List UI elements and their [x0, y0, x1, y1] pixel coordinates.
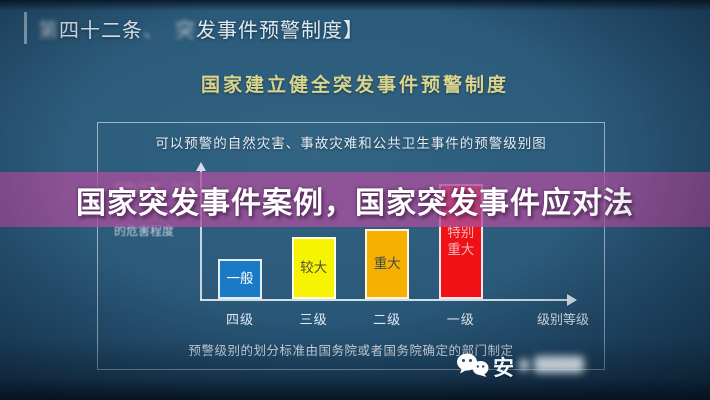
watermark: 安 — [456, 352, 514, 382]
wechat-icon — [456, 353, 490, 382]
bar-四级: 一般 — [218, 259, 262, 299]
blurred-watermark-blob — [519, 359, 529, 371]
chart-title: 可以预警的自然灾害、事故灾难和公共卫生事件的预警级别图 — [155, 136, 547, 151]
overlay-banner: 国家突发事件案例，国家突发事件应对法 — [0, 172, 710, 227]
slide-subtitle: 国家建立健全突发事件预警制度 — [200, 75, 509, 96]
page-title: 第四十二条、 突发事件预警制度】 — [38, 14, 364, 43]
page-title-segment: 突 — [175, 20, 196, 42]
bar-label: 一般 — [226, 270, 254, 286]
title-accent-bar — [24, 12, 27, 44]
blurred-watermark-blob — [534, 356, 584, 373]
watermark-text: 安 — [493, 357, 514, 380]
x-tick-四级: 四级 — [225, 312, 254, 327]
page-title-segment: 发事件预警制度】 — [196, 20, 364, 42]
bar-label: 重大 — [373, 255, 401, 271]
x-tick-三级: 三级 — [299, 312, 328, 327]
page-title-segment: 四十二条 — [59, 20, 143, 42]
x-axis-arrow-icon — [567, 294, 577, 306]
chart-panel-border — [97, 122, 605, 370]
bar-label: 较大 — [300, 259, 328, 275]
page-title-segment: 、 — [143, 20, 154, 42]
x-tick-一级: 一级 — [446, 312, 475, 327]
x-axis-line — [200, 299, 568, 301]
bar-三级: 较大 — [291, 237, 336, 299]
x-tick-二级: 二级 — [373, 312, 402, 327]
page-title-segment — [154, 20, 175, 42]
page-title-segment: 第 — [38, 20, 59, 42]
overlay-banner-text: 国家突发事件案例，国家突发事件应对法 — [76, 186, 634, 220]
chart-footnote: 预警级别的划分标准由国务院或者国务院确定的部门制定 — [188, 344, 514, 358]
y-axis-arrow-icon — [196, 162, 206, 171]
bar-label: 特别重大 — [447, 225, 475, 257]
bar-二级: 重大 — [365, 229, 410, 299]
x-axis-title: 级别等级 — [536, 312, 589, 327]
